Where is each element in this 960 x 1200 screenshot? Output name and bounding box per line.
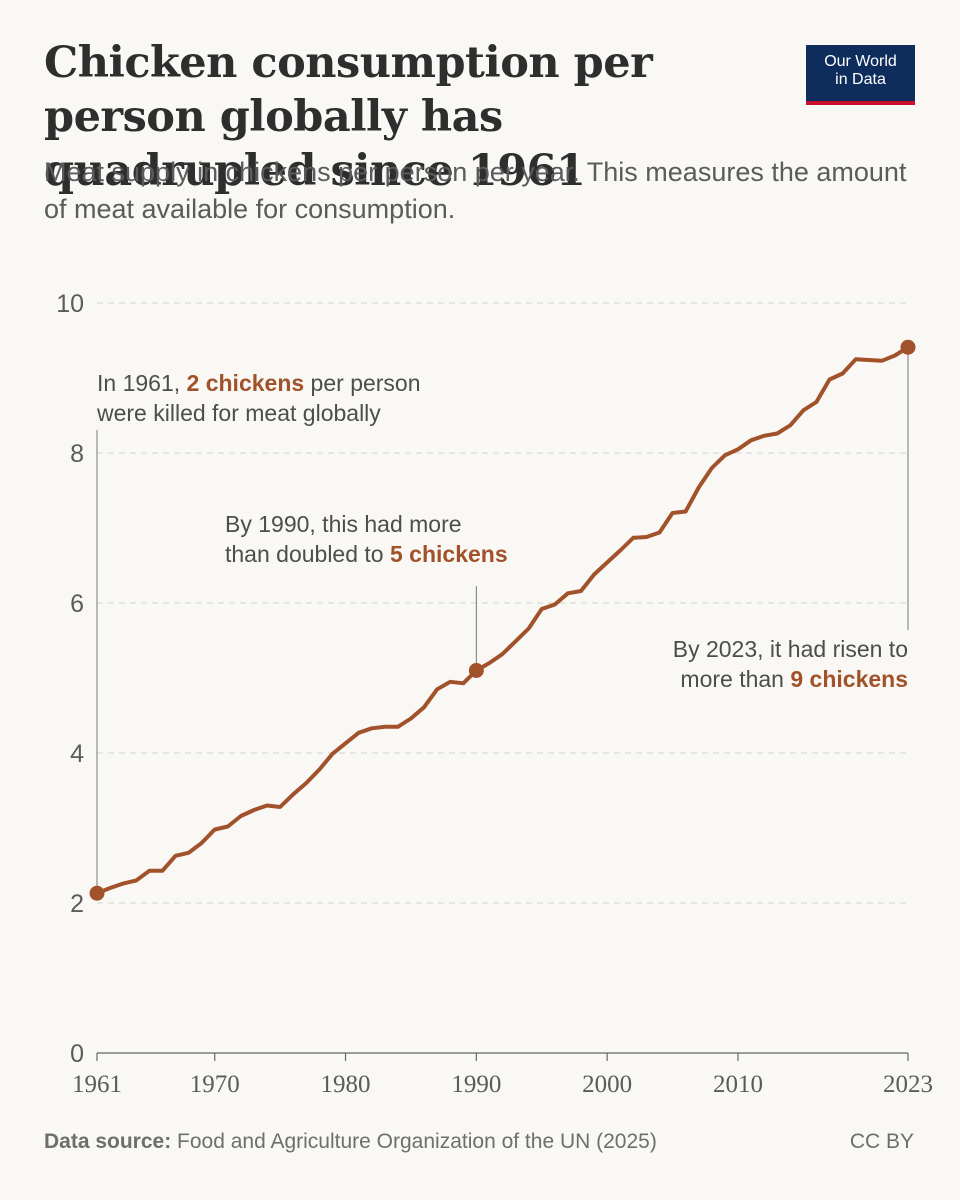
x-tick-label: 2000 bbox=[582, 1071, 632, 1098]
annotation-2023: By 2023, it had risen to more than 9 chi… bbox=[673, 634, 908, 694]
annotation-1990-line1: By 1990, this had more bbox=[225, 511, 462, 537]
annotation-1961-line2: were killed for meat globally bbox=[97, 400, 381, 426]
x-tick-label: 1980 bbox=[321, 1071, 371, 1098]
y-tick-label: 4 bbox=[70, 740, 84, 768]
series-line bbox=[95, 345, 910, 896]
annotation-2023-highlight: 9 chickens bbox=[790, 666, 908, 692]
annotation-1990-highlight: 5 chickens bbox=[389, 541, 508, 567]
data-point-2023 bbox=[900, 339, 916, 355]
logo-line-2: in Data bbox=[835, 71, 886, 88]
x-tick-label: 1970 bbox=[190, 1071, 240, 1098]
x-tick-label: 1961 bbox=[72, 1071, 122, 1098]
annotation-1961-highlight: 2 chickens bbox=[186, 370, 305, 396]
y-tick-label: 2 bbox=[70, 890, 84, 918]
data-source-label: Data source: bbox=[44, 1130, 172, 1153]
chart-subtitle: Meat supply in chickens per person per y… bbox=[44, 157, 907, 224]
license-link[interactable]: CC BY bbox=[849, 1130, 914, 1153]
chart-title: Chicken consumption per person globally … bbox=[44, 38, 653, 196]
y-tick-label: 8 bbox=[70, 440, 84, 468]
x-tick-label: 2023 bbox=[883, 1071, 933, 1098]
annotation-1961-pre: In 1961, bbox=[97, 370, 187, 396]
annotation-1990: By 1990, this had more than doubled to 5… bbox=[225, 509, 508, 569]
annotation-1961-post: per person bbox=[304, 370, 421, 396]
data-point-1990 bbox=[468, 663, 484, 678]
data-source-note: Data source: Food and Agriculture Organi… bbox=[44, 1130, 657, 1154]
data-source-text: Food and Agriculture Organization of the… bbox=[171, 1130, 657, 1153]
annotation-1961: In 1961, 2 chickens per person were kill… bbox=[97, 368, 421, 428]
owid-logo[interactable]: Our World in Data bbox=[806, 45, 915, 105]
data-point-1961 bbox=[89, 885, 105, 901]
x-tick-label: 1990 bbox=[451, 1071, 501, 1098]
y-tick-label: 6 bbox=[70, 590, 84, 618]
annotation-2023-line1: By 2023, it had risen to bbox=[672, 636, 908, 662]
y-tick-label: 10 bbox=[56, 290, 84, 318]
annotation-1990-pre: than doubled to bbox=[225, 541, 390, 567]
y-tick-label: 0 bbox=[70, 1040, 84, 1068]
logo-line-1: Our World bbox=[824, 53, 897, 70]
annotation-2023-pre: more than bbox=[680, 666, 791, 692]
x-tick-label: 2010 bbox=[713, 1071, 763, 1098]
